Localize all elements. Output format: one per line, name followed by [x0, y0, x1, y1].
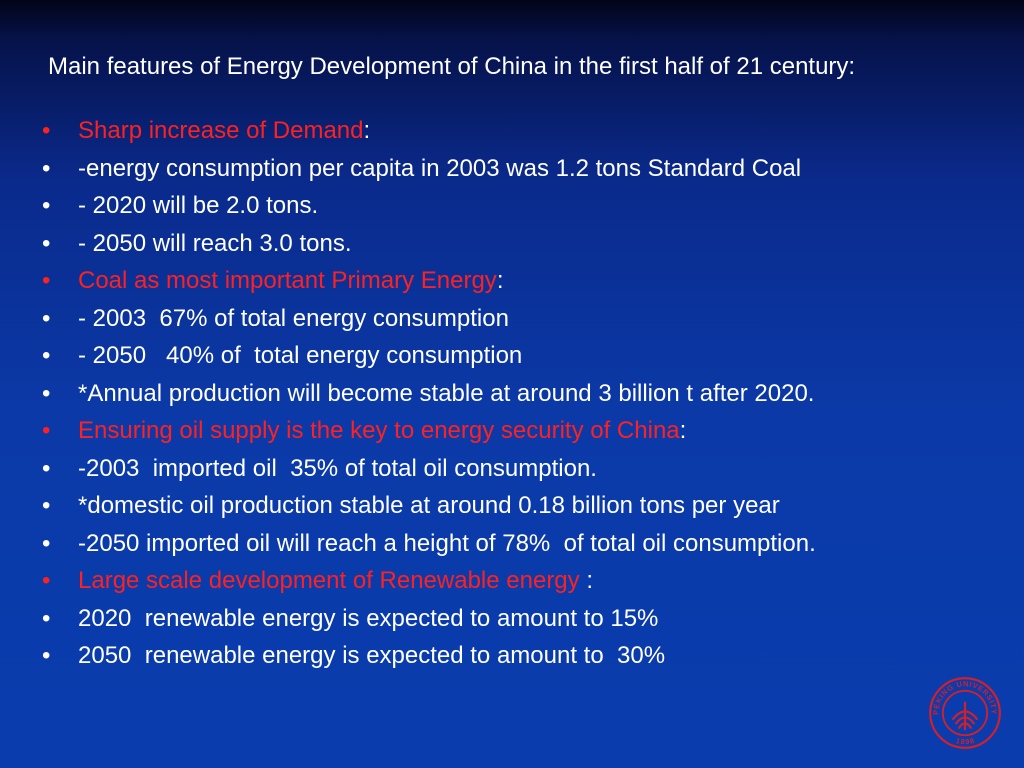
- svg-text:1898: 1898: [955, 736, 975, 746]
- bullet-text: 2020 renewable energy is expected to amo…: [78, 604, 659, 632]
- bullet-marker: •: [42, 604, 51, 632]
- bullet-suffix: :: [679, 417, 687, 444]
- bullet-text: Coal as most important Primary Energy: [78, 267, 497, 294]
- bullet-item-2050-tons: • - 2050 will reach 3.0 tons.: [42, 225, 816, 263]
- slide-title: Main features of Energy Development of C…: [48, 53, 856, 80]
- bullet-text: *domestic oil production stable at aroun…: [78, 492, 780, 519]
- bullet-suffix: :: [363, 117, 371, 144]
- peking-university-seal-icon: PEKING UNIVERSITY 1898: [929, 677, 1001, 749]
- bullet-suffix: :: [496, 267, 504, 294]
- bullet-text: - 2050 will reach 3.0 tons.: [78, 229, 352, 257]
- bullet-list: • Sharp increase of Demand: • -energy cons…: [42, 112, 816, 675]
- bullet-marker: •: [42, 417, 51, 444]
- bullet-marker: •: [42, 229, 51, 257]
- bullet-item-renewable-2050: • 2050 renewable energy is expected to am…: [42, 637, 816, 675]
- bullet-text: 2050 renewable energy is expected to amo…: [78, 642, 666, 669]
- bullet-marker: •: [42, 492, 51, 519]
- bullet-marker: •: [42, 567, 51, 594]
- bullet-marker: •: [42, 342, 51, 369]
- bullet-item-coal-2003: • - 2003 67% of total energy consumption: [42, 300, 816, 338]
- bullet-text: Large scale development of Renewable ene…: [78, 567, 580, 594]
- bullet-item-coal-production: • *Annual production will become stable a…: [42, 375, 816, 413]
- bullet-text: *Annual production will become stable at…: [78, 379, 815, 407]
- bullet-marker: •: [42, 117, 51, 144]
- bullet-marker: •: [42, 304, 51, 332]
- bullet-text: -energy consumption per capita in 2003 w…: [78, 154, 802, 182]
- bullet-text: -2003 imported oil 35% of total oil cons…: [78, 454, 597, 482]
- bullet-item-renewable-2020: • 2020 renewable energy is expected to am…: [42, 600, 816, 638]
- bullet-text: Sharp increase of Demand: [78, 117, 364, 144]
- bullet-text: Ensuring oil supply is the key to energy…: [78, 417, 680, 444]
- bullet-marker: •: [42, 642, 51, 669]
- bullet-marker: •: [42, 192, 51, 219]
- bullet-item-2020-tons: • - 2020 will be 2.0 tons.: [42, 187, 816, 225]
- bullet-marker: •: [42, 529, 51, 557]
- bullet-text: - 2050 40% of total energy consumption: [78, 342, 523, 369]
- bullet-item-per-capita-2003: • -energy consumption per capita in 2003 …: [42, 150, 816, 188]
- bullet-marker: •: [42, 454, 51, 482]
- bullet-item-oil-security: • Ensuring oil supply is the key to energ…: [42, 412, 816, 450]
- bullet-marker: •: [42, 267, 51, 294]
- bullet-suffix: :: [579, 567, 593, 594]
- bullet-text: -2050 imported oil will reach a height o…: [78, 529, 816, 557]
- bullet-item-coal: • Coal as most important Primary Energy:: [42, 262, 816, 300]
- bullet-item-oil-2003: • -2003 imported oil 35% of total oil con…: [42, 450, 816, 488]
- bullet-marker: •: [42, 379, 51, 407]
- bullet-text: - 2020 will be 2.0 tons.: [78, 192, 319, 219]
- seal-year: 1898: [955, 736, 975, 746]
- bullet-marker: •: [42, 154, 51, 182]
- seal-emblem: [952, 701, 978, 731]
- bullet-item-coal-2050: • - 2050 40% of total energy consumption: [42, 337, 816, 375]
- bullet-text: - 2003 67% of total energy consumption: [78, 304, 509, 332]
- bullet-item-domestic-oil: • *domestic oil production stable at arou…: [42, 487, 816, 525]
- bullet-item-oil-2050: • -2050 imported oil will reach a height …: [42, 525, 816, 563]
- bullet-item-renewable: • Large scale development of Renewable en…: [42, 562, 816, 600]
- bullet-item-demand: • Sharp increase of Demand:: [42, 112, 816, 150]
